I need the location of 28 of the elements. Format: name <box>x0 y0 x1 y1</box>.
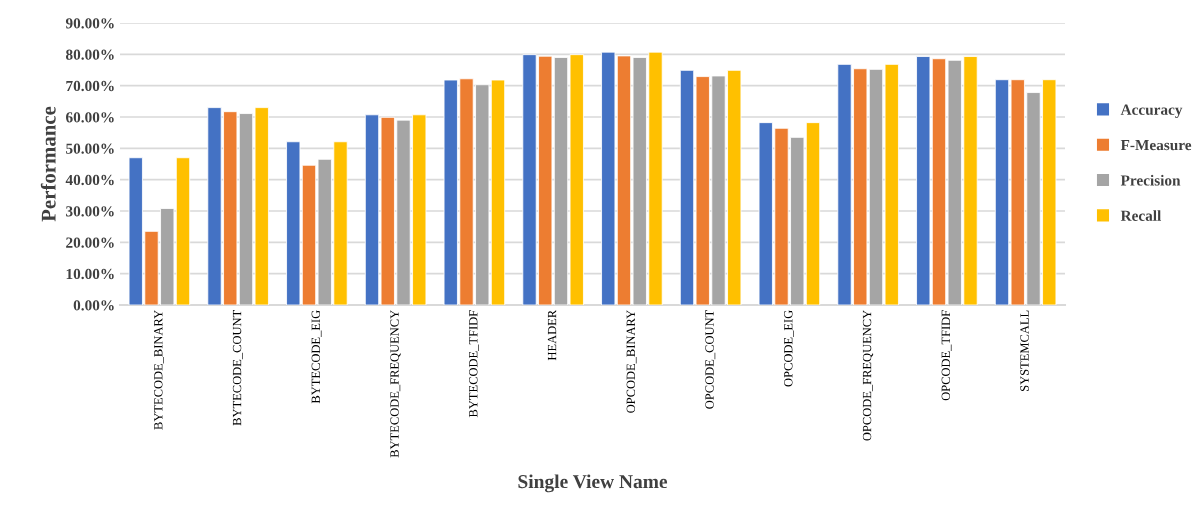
legend-label: Precision <box>1120 174 1181 186</box>
y-tick-label: 60.00% <box>66 112 114 123</box>
y-tick-label: 90.00% <box>65 18 114 29</box>
y-tick-label: 70.00% <box>66 80 114 92</box>
y-tick-label: 40.00% <box>65 174 114 186</box>
x-tick-label: OPCODE_EIG <box>784 310 794 387</box>
y-tick-label: 20.00% <box>66 237 114 248</box>
y-tick-label: 80.00% <box>65 49 114 60</box>
legend-label: Accuracy <box>1120 104 1183 118</box>
x-tick-label: SYSTEMCALL <box>1020 310 1029 391</box>
x-tick-label: BYTECODE_FREQUENCY <box>390 310 401 458</box>
x-axis-title: Single View Name <box>518 474 668 493</box>
legend-label: Recall <box>1120 210 1162 221</box>
y-tick-label: 10.00% <box>66 268 114 280</box>
x-tick-label: BYTECODE_EIG <box>311 310 322 404</box>
x-tick-label: HEADER <box>547 309 557 361</box>
y-tick-label: 30.00% <box>66 206 114 217</box>
x-tick-label: OPCODE_FREQUENCY <box>862 310 874 441</box>
y-tick-label: 50.00% <box>66 143 114 154</box>
y-axis-title: Performance <box>40 106 56 222</box>
y-tick-label: 0.00% <box>73 300 114 311</box>
x-tick-label: OPCODE_TFIDF <box>941 310 952 401</box>
x-tick-label: OPCODE_COUNT <box>705 310 716 409</box>
x-tick-label: BYTECODE_TFIDF <box>469 310 479 418</box>
x-tick-label: OPCODE_BINARY <box>626 310 637 413</box>
x-tick-label: BYTECODE_BINARY <box>154 310 164 430</box>
legend-label: F-Measure <box>1120 140 1192 151</box>
x-tick-label: BYTECODE_COUNT <box>232 310 243 426</box>
